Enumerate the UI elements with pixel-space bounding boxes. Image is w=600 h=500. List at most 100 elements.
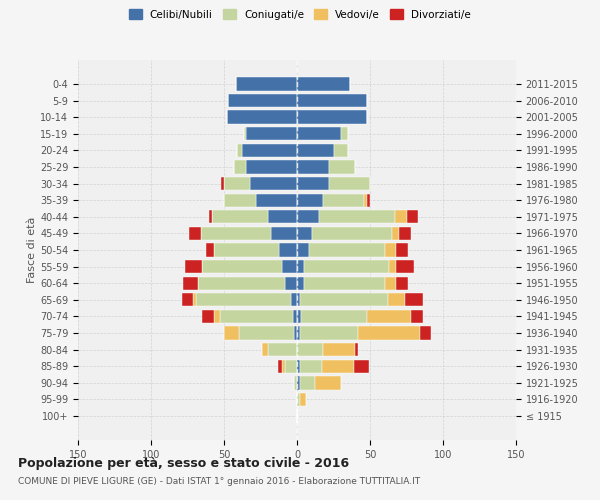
Bar — [297, 194, 323, 207]
Bar — [297, 393, 300, 406]
Bar — [301, 310, 367, 323]
Bar — [283, 260, 297, 274]
Bar — [214, 310, 220, 323]
Bar — [286, 360, 297, 373]
Text: COMUNE DI PIEVE LIGURE (GE) - Dati ISTAT 1° gennaio 2016 - Elaborazione TUTTITAL: COMUNE DI PIEVE LIGURE (GE) - Dati ISTAT… — [18, 478, 420, 486]
Bar — [304, 276, 385, 290]
Bar — [283, 360, 286, 373]
Y-axis label: Fasce di età: Fasce di età — [27, 217, 37, 283]
Bar — [297, 94, 367, 107]
Bar — [399, 226, 411, 240]
Bar — [395, 210, 407, 224]
Bar — [297, 160, 329, 173]
Bar — [323, 343, 355, 356]
Bar — [308, 244, 385, 256]
Bar — [236, 78, 297, 90]
Bar — [297, 127, 341, 140]
Bar — [183, 276, 198, 290]
Bar — [354, 360, 368, 373]
Bar — [297, 177, 329, 190]
Bar — [411, 310, 422, 323]
Bar — [224, 326, 239, 340]
Bar — [193, 293, 196, 306]
Bar — [300, 326, 358, 340]
Bar — [221, 177, 224, 190]
Bar — [329, 160, 355, 173]
Bar — [367, 194, 370, 207]
Bar — [262, 343, 268, 356]
Legend: Celibi/Nubili, Coniugati/e, Vedovi/e, Divorziati/e: Celibi/Nubili, Coniugati/e, Vedovi/e, Di… — [125, 5, 475, 24]
Bar — [300, 376, 314, 390]
Bar — [200, 226, 271, 240]
Bar — [297, 144, 334, 157]
Bar — [341, 127, 348, 140]
Bar — [314, 376, 341, 390]
Bar — [294, 326, 297, 340]
Bar — [250, 177, 297, 190]
Bar — [206, 244, 214, 256]
Bar — [300, 360, 322, 373]
Bar — [297, 310, 301, 323]
Bar — [329, 177, 370, 190]
Bar — [297, 210, 319, 224]
Bar — [297, 343, 323, 356]
Bar — [388, 293, 405, 306]
Bar — [297, 376, 300, 390]
Bar — [198, 276, 286, 290]
Bar — [294, 376, 297, 390]
Bar — [234, 160, 246, 173]
Bar — [304, 260, 389, 274]
Bar — [196, 293, 291, 306]
Bar — [323, 194, 364, 207]
Bar — [242, 144, 297, 157]
Bar — [214, 244, 280, 256]
Bar — [280, 244, 297, 256]
Bar — [392, 226, 399, 240]
Bar — [271, 226, 297, 240]
Bar — [297, 326, 300, 340]
Bar — [209, 210, 212, 224]
Bar — [367, 310, 411, 323]
Bar — [322, 360, 354, 373]
Bar — [202, 260, 283, 274]
Bar — [385, 244, 396, 256]
Bar — [385, 276, 396, 290]
Bar — [239, 326, 294, 340]
Bar — [244, 127, 246, 140]
Bar — [407, 210, 418, 224]
Bar — [291, 293, 297, 306]
Bar — [396, 276, 408, 290]
Bar — [319, 210, 395, 224]
Text: Popolazione per età, sesso e stato civile - 2016: Popolazione per età, sesso e stato civil… — [18, 458, 349, 470]
Bar — [182, 293, 193, 306]
Bar — [220, 310, 293, 323]
Bar — [212, 210, 268, 224]
Bar — [405, 293, 422, 306]
Bar — [237, 144, 242, 157]
Bar — [334, 144, 348, 157]
Bar — [268, 210, 297, 224]
Bar — [224, 177, 250, 190]
Bar — [293, 310, 297, 323]
Bar — [224, 194, 256, 207]
Bar — [189, 226, 200, 240]
Bar — [297, 276, 304, 290]
Bar — [297, 110, 367, 124]
Bar — [246, 127, 297, 140]
Bar — [396, 260, 414, 274]
Bar — [185, 260, 202, 274]
Bar — [297, 244, 308, 256]
Bar — [286, 276, 297, 290]
Bar — [300, 393, 306, 406]
Bar — [311, 226, 392, 240]
Bar — [389, 260, 396, 274]
Bar — [355, 343, 358, 356]
Bar — [256, 194, 297, 207]
Bar — [297, 226, 311, 240]
Bar — [227, 110, 297, 124]
Bar — [358, 326, 419, 340]
Bar — [297, 293, 300, 306]
Bar — [419, 326, 431, 340]
Bar — [396, 244, 408, 256]
Bar — [297, 260, 304, 274]
